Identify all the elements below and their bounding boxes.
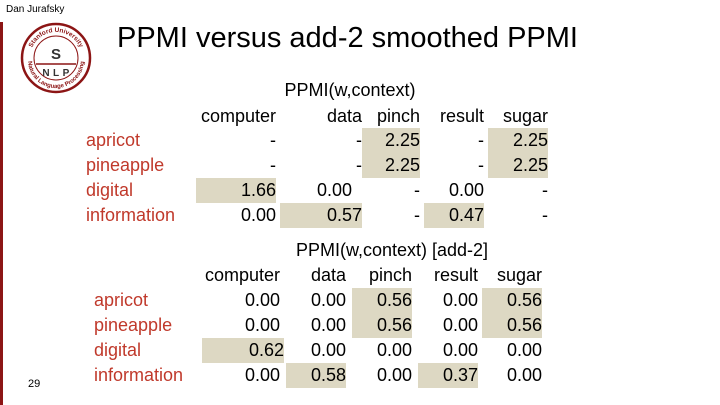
logo-letter-s: S [51, 46, 61, 63]
table-cell: 0.62 [202, 338, 284, 363]
column-header: result [439, 106, 484, 126]
table-cell: 0.00 [442, 315, 478, 335]
column-header: data [326, 106, 362, 126]
author-name: Dan Jurafsky [6, 4, 65, 15]
table-cell: 0.00 [310, 290, 346, 310]
table-cell: 2.25 [488, 153, 548, 178]
table-cell: - [414, 205, 420, 225]
table-cell: 0.00 [310, 315, 346, 335]
column-header: data [310, 265, 346, 285]
table-cell: - [414, 180, 420, 200]
row-label-pineapple: pineapple [94, 315, 173, 335]
slide-number: 29 [28, 378, 41, 390]
row-label-digital: digital [86, 180, 134, 200]
table-cell: 0.00 [376, 340, 412, 360]
table-cell: 0.00 [442, 290, 478, 310]
table-cell: - [478, 130, 484, 150]
table-caption: PPMI(w,context) [add-2] [295, 240, 489, 260]
column-header: result [433, 265, 478, 285]
table-cell: 0.00 [448, 180, 484, 200]
table-cell: 0.00 [240, 205, 276, 225]
table-cell: 0.56 [482, 313, 542, 338]
table-cell: 0.00 [506, 340, 542, 360]
table-cell: 0.56 [352, 313, 412, 338]
row-label-pineapple: pineapple [86, 155, 165, 175]
column-header: pinch [376, 106, 420, 126]
table-cell: 0.00 [506, 365, 542, 385]
slide-title: PPMI versus add-2 smoothed PPMI [117, 22, 578, 54]
logo-letter-l: L [53, 68, 59, 79]
table-cell: - [478, 155, 484, 175]
logo-letter-n: N [42, 68, 49, 79]
table-cell: 0.47 [424, 203, 484, 228]
table-cell: 2.25 [488, 128, 548, 153]
table-caption: PPMI(w,context) [284, 80, 416, 100]
table-cell: 2.25 [362, 153, 420, 178]
row-label-apricot: apricot [86, 130, 141, 150]
table-cell: 0.00 [244, 365, 280, 385]
table-cell: 0.56 [482, 288, 542, 313]
table-cell: 0.00 [310, 340, 346, 360]
column-header: sugar [496, 265, 542, 285]
column-header: computer [204, 265, 280, 285]
stanford-nlp-logo: Stanford University Natural Language Pro… [20, 22, 92, 94]
table-cell: 0.56 [352, 288, 412, 313]
table-cell: - [356, 155, 362, 175]
column-header: pinch [368, 265, 412, 285]
table-cell: 0.37 [418, 363, 478, 388]
column-header: computer [200, 106, 276, 126]
table-cell: 0.58 [286, 363, 346, 388]
table-cell: 0.57 [280, 203, 362, 228]
table-cell: - [542, 205, 548, 225]
row-label-information: information [94, 365, 184, 385]
table-cell: 0.00 [376, 365, 412, 385]
column-header: sugar [502, 106, 548, 126]
row-label-apricot: apricot [94, 290, 149, 310]
row-label-information: information [86, 205, 176, 225]
accent-rule [0, 22, 3, 405]
table-cell: 1.66 [196, 178, 276, 203]
table-cell: 2.25 [362, 128, 420, 153]
table-cell: - [542, 180, 548, 200]
row-label-digital: digital [94, 340, 142, 360]
table-cell: 0.00 [442, 340, 478, 360]
table-cell: - [270, 155, 276, 175]
table-cell: - [356, 130, 362, 150]
table-cell: 0.00 [244, 315, 280, 335]
logo-letter-p: P [63, 68, 70, 79]
table-cell: - [270, 130, 276, 150]
table-cell: 0.00 [244, 290, 280, 310]
table-cell: 0.00 [316, 180, 352, 200]
